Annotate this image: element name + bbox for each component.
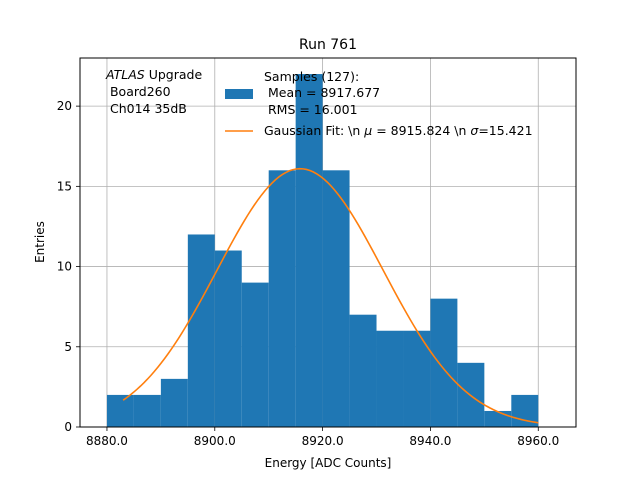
histogram-bar [133,394,161,427]
y-tick-label: 20 [57,99,72,113]
x-axis-label: Energy [ADC Counts] [265,456,392,470]
gaussian-fit [122,167,539,424]
y-tick-label: 0 [64,420,72,434]
histogram-bar [376,330,404,427]
x-tick-label: 8920.0 [302,434,344,448]
legend-fit-sigma-value: =15.421 [478,123,532,138]
x-tick-label: 8880.0 [86,434,128,448]
channel-label: Ch014 35dB [106,101,187,116]
histogram-bar [214,250,242,427]
legend-samples-mean: Mean = 8917.677 [264,85,380,100]
histogram-bar [241,282,269,427]
y-tick-label: 5 [64,340,72,354]
histogram-bar [187,234,215,427]
gaussian-fit-curve [122,167,539,424]
y-tick-label: 10 [57,260,72,274]
histogram-bar [403,330,431,427]
legend-samples-swatch [225,89,253,99]
board-label: Board260 [106,84,171,99]
legend: Samples (127): Mean = 8917.677 RMS = 16.… [225,69,533,138]
chart-title: Run 761 [299,37,357,53]
x-tick-label: 8940.0 [409,434,451,448]
legend-samples-rms: RMS = 16.001 [264,102,358,117]
legend-fit-prefix: Gaussian Fit: \n [264,123,364,138]
y-axis-label: Entries [33,221,47,263]
x-tick-label: 8960.0 [517,434,559,448]
atlas-upgrade: Upgrade [145,67,203,82]
y-tick-label: 15 [57,179,72,193]
legend-fit-mu-symbol: μ [363,123,372,138]
histogram-bar [430,298,458,427]
x-tick-label: 8900.0 [194,434,236,448]
x-axis-ticks: 8880.0 8900.0 8920.0 8940.0 8960.0 [86,427,559,448]
histogram-bars [106,74,539,427]
histogram-bar [295,74,323,427]
histogram-bar [349,314,377,427]
plot-frame [79,57,577,428]
histogram-bar [106,394,134,427]
legend-fit-sigma-symbol: σ [470,123,479,138]
histogram-bar [268,170,296,427]
atlas-italic: ATLAS [105,67,145,82]
histogram-bar [322,170,350,427]
y-axis-ticks: 0 5 10 15 20 [57,99,80,434]
histogram-bar [484,410,512,427]
legend-samples-title: Samples (127): [264,69,359,84]
histogram-bar [160,378,188,427]
legend-fit-mu-value: = 8915.824 \n [372,123,470,138]
atlas-label: ATLAS Upgrade [105,67,202,82]
legend-fit-label: Gaussian Fit: \n μ = 8915.824 \n σ=15.42… [264,123,533,138]
